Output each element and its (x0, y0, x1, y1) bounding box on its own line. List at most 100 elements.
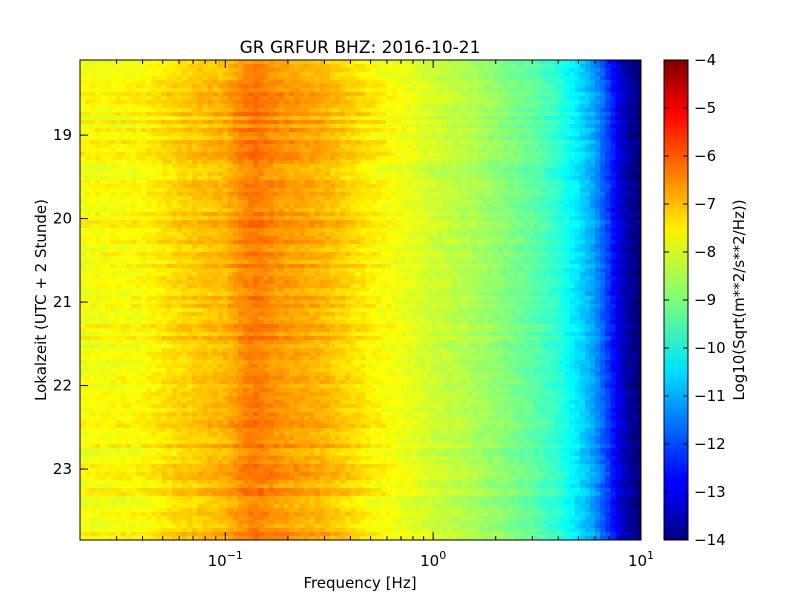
spectrogram-cell (462, 120, 469, 125)
spectrogram-cell (452, 232, 458, 237)
spectrogram-cell (406, 236, 413, 241)
spectrogram-cell (518, 144, 525, 149)
spectrogram-cell (498, 148, 504, 153)
spectrogram-cell (442, 216, 448, 221)
spectrogram-cell (482, 132, 489, 137)
spectrogram-cell (590, 80, 596, 85)
spectrogram-cell (569, 184, 576, 189)
spectrogram-cell (559, 108, 566, 113)
spectrogram-cell (533, 208, 540, 213)
spectrogram-cell (355, 208, 362, 213)
spectrogram-cell (120, 224, 127, 229)
spectrogram-cell (309, 228, 316, 233)
spectrogram-cell (207, 164, 214, 169)
spectrogram-cell (574, 112, 581, 117)
spectrogram-cell (345, 208, 351, 213)
spectrogram-cell (416, 80, 423, 85)
spectrogram-cell (630, 168, 637, 173)
spectrogram-cell (212, 128, 219, 133)
spectrogram-cell (131, 204, 137, 209)
spectrogram-cell (233, 196, 239, 201)
spectrogram-cell (539, 192, 545, 197)
spectrogram-cell (630, 156, 637, 161)
spectrogram-cell (182, 200, 188, 205)
spectrogram-cell (110, 88, 117, 93)
spectrogram-cell (90, 132, 96, 137)
spectrogram-cell (100, 104, 107, 109)
spectrogram-cell (523, 152, 530, 157)
spectrogram-cell (136, 164, 142, 169)
spectrogram-cell (600, 64, 606, 69)
spectrogram-cell (513, 76, 520, 81)
spectrogram-cell (299, 76, 305, 81)
spectrogram-cell (620, 92, 627, 97)
spectrogram-cell (171, 188, 178, 193)
spectrogram-cell (243, 60, 249, 65)
spectrogram-cell (176, 220, 183, 225)
spectrogram-cell (176, 180, 183, 185)
spectrogram-cell (105, 184, 112, 189)
spectrogram-cell (136, 124, 142, 129)
spectrogram-cell (391, 72, 397, 77)
spectrogram-cell (554, 164, 560, 169)
spectrogram-cell (416, 68, 423, 73)
spectrogram-cell (386, 160, 392, 165)
spectrogram-cell (391, 212, 397, 217)
spectrogram-cell (345, 228, 351, 233)
spectrogram-cell (518, 116, 525, 121)
spectrogram-cell (488, 104, 494, 109)
spectrogram-cell (355, 184, 362, 189)
spectrogram-cell (488, 108, 494, 113)
spectrogram-cell (238, 152, 244, 157)
spectrogram-cell (273, 68, 280, 73)
spectrogram-cell (615, 220, 622, 225)
spectrogram-cell (574, 124, 581, 129)
spectrogram-cell (528, 104, 535, 109)
spectrogram-cell (350, 152, 356, 157)
spectrogram-cell (615, 148, 622, 153)
spectrogram-cell (115, 80, 122, 85)
spectrogram-cell (141, 140, 147, 145)
spectrogram-cell (345, 116, 351, 121)
spectrogram-cell (80, 200, 86, 205)
spectrogram-cell (258, 120, 265, 125)
spectrogram-cell (355, 156, 362, 161)
spectrogram-cell (523, 60, 530, 65)
spectrogram-cell (156, 240, 163, 245)
spectrogram-cell (227, 168, 234, 173)
spectrogram-cell (442, 204, 448, 209)
spectrogram-cell (258, 184, 265, 189)
spectrogram-cell (207, 136, 214, 141)
spectrogram-cell (187, 196, 193, 201)
spectrogram-cell (268, 232, 275, 237)
spectrogram-cell (442, 200, 448, 205)
spectrogram-cell (539, 188, 545, 193)
spectrogram-cell (309, 64, 316, 69)
spectrogram-cell (411, 60, 418, 65)
spectrogram-cell (125, 176, 132, 181)
spectrogram-cell (533, 112, 540, 117)
spectrogram-cell (319, 184, 326, 189)
spectrogram-cell (222, 148, 229, 153)
spectrogram-cell (625, 96, 632, 101)
spectrogram-cell (253, 220, 260, 225)
spectrogram-cell (447, 112, 453, 117)
spectrogram-cell (360, 96, 367, 101)
spectrogram-cell (253, 228, 260, 233)
spectrogram-cell (217, 168, 224, 173)
spectrogram-cell (243, 240, 249, 245)
spectrogram-cell (105, 76, 112, 81)
spectrogram-cell (222, 160, 229, 165)
spectrogram-cell (396, 88, 402, 93)
spectrogram-cell (176, 204, 183, 209)
spectrogram-cell (284, 220, 290, 225)
spectrogram-cell (406, 124, 413, 129)
spectrogram-cell (222, 224, 229, 229)
spectrogram-cell (299, 144, 305, 149)
spectrogram-cell (523, 76, 530, 81)
spectrogram-cell (620, 128, 627, 133)
spectrogram-cell (350, 148, 356, 153)
spectrogram-cell (289, 192, 295, 197)
spectrogram-cell (238, 164, 244, 169)
spectrogram-cell (258, 96, 265, 101)
